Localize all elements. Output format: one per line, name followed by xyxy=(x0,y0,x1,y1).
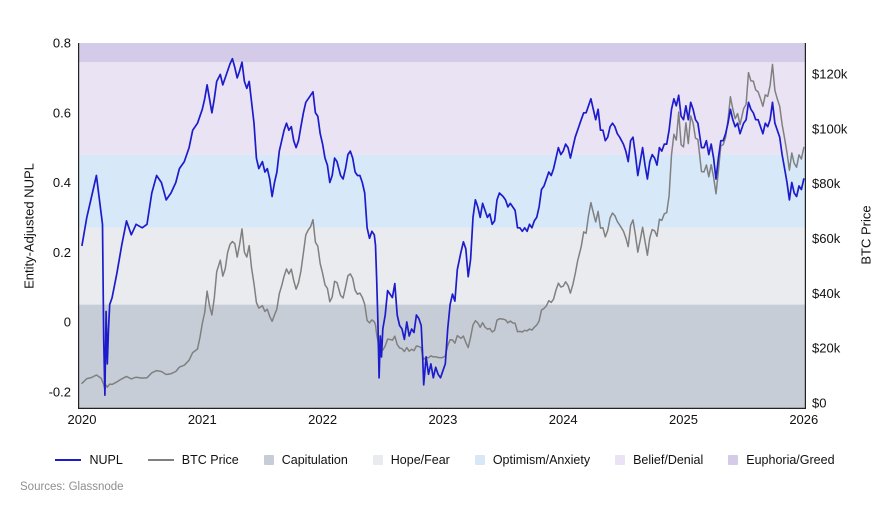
legend-label-belief-denial: Belief/Denial xyxy=(633,453,704,467)
right-axis-tick--60k: $60k xyxy=(812,231,841,246)
band-capitulation xyxy=(78,304,806,409)
right-axis-tick--100k: $100k xyxy=(812,121,848,136)
left-axis-tick-0: 0 xyxy=(64,315,71,330)
right-axis-title: BTC Price xyxy=(858,205,874,265)
x-axis-tick-2021: 2021 xyxy=(188,412,217,427)
hope-fear-swatch xyxy=(372,455,383,465)
series-line-nupl xyxy=(81,57,805,397)
left-axis-tick-0-6: 0.6 xyxy=(53,105,71,120)
band-hope-fear xyxy=(78,227,806,305)
plot-area: 0.8 0.6 0.4 0.2 0 -0.2 $120k $100k $80k $60k $40k $… xyxy=(49,36,848,428)
legend-label-capitulation: Capitulation xyxy=(281,453,348,467)
left-axis-title: Entity-Adjusted NUPL xyxy=(21,163,37,289)
optimism-anxiety-swatch xyxy=(474,455,485,465)
x-axis-tick-2020: 2020 xyxy=(68,412,97,427)
legend-item-euphoria-greed: Euphoria/Greed xyxy=(728,453,835,467)
left-axis-tick-0-4: 0.4 xyxy=(53,175,71,190)
capitulation-swatch xyxy=(263,455,274,465)
euphoria-greed-swatch xyxy=(728,455,739,465)
nupl-line-swatch xyxy=(55,458,82,462)
left-axis-tick-0-8: 0.8 xyxy=(53,36,71,51)
source-note: Sources: Glassnode xyxy=(20,481,124,493)
right-axis-tick--20k: $20k xyxy=(812,341,841,356)
legend: NUPL BTC Price Capitulation Hope/Fear Op… xyxy=(0,449,890,471)
series-line-btc-price xyxy=(81,63,805,391)
band-optimism-anxiety xyxy=(78,154,806,228)
legend-item-nupl: NUPL xyxy=(55,453,123,467)
x-axis-tick-2023: 2023 xyxy=(428,412,457,427)
legend-label-hope-fear: Hope/Fear xyxy=(390,453,450,467)
right-axis-tick--80k: $80k xyxy=(812,176,841,191)
legend-label-optimism-anxiety: Optimism/Anxiety xyxy=(492,453,591,467)
left-axis-tick--0-2: -0.2 xyxy=(49,384,71,399)
legend-item-capitulation: Capitulation xyxy=(263,453,348,467)
x-axis-tick-2022: 2022 xyxy=(308,412,337,427)
x-axis-tick-2025: 2025 xyxy=(669,412,698,427)
right-axis-tick--40k: $40k xyxy=(812,286,841,301)
band-euphoria-greed xyxy=(78,43,806,63)
x-axis-tick-2026: 2026 xyxy=(789,412,818,427)
band-belief-denial xyxy=(78,62,806,155)
axes-spines xyxy=(78,43,806,409)
legend-label-nupl: NUPL xyxy=(89,453,123,467)
legend-item-btc-price: BTC Price xyxy=(147,453,239,467)
belief-denial-swatch xyxy=(615,455,626,465)
legend-item-optimism-anxiety: Optimism/Anxiety xyxy=(474,453,591,467)
x-axis-tick-2024: 2024 xyxy=(549,412,578,427)
legend-label-euphoria-greed: Euphoria/Greed xyxy=(746,453,835,467)
legend-item-hope-fear: Hope/Fear xyxy=(372,453,450,467)
legend-item-belief-denial: Belief/Denial xyxy=(615,453,703,467)
left-axis-tick-0-2: 0.2 xyxy=(53,245,71,260)
right-axis-tick--120k: $120k xyxy=(812,67,848,82)
btc-line-swatch xyxy=(147,458,174,462)
right-axis-tick--0: $0 xyxy=(812,396,826,411)
legend-label-btc-price: BTC Price xyxy=(181,453,239,467)
